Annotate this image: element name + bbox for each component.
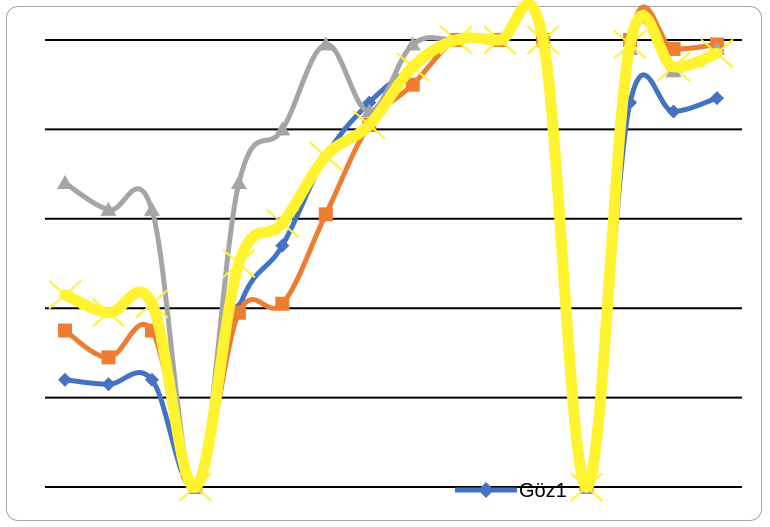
series-3-point-6 xyxy=(274,121,291,136)
series-4-point-12 xyxy=(526,25,560,55)
series-4-point-7 xyxy=(309,141,343,171)
series-3-point-3 xyxy=(143,201,160,216)
series-3-point-1 xyxy=(57,175,73,190)
series-2-point-2 xyxy=(101,350,116,365)
legend-marker-goz1 xyxy=(478,482,494,498)
series-line-4 xyxy=(59,0,723,493)
series-4-point-1 xyxy=(48,280,82,310)
series-2-point-15 xyxy=(666,41,681,56)
gridlines xyxy=(45,39,742,488)
series-4-point-6 xyxy=(265,208,299,239)
series-2-point-5 xyxy=(231,305,246,320)
legend: Göz1 xyxy=(455,480,567,502)
series-1-point-8 xyxy=(362,95,377,110)
series-3-point-5 xyxy=(230,175,247,190)
series-line-2 xyxy=(62,1,720,490)
series-4-point-5 xyxy=(222,248,256,279)
series-4-point-8 xyxy=(352,110,386,140)
series-line-3 xyxy=(62,1,720,490)
legend-label-goz1: Göz1 xyxy=(519,480,567,502)
series-4-point-11 xyxy=(483,25,517,55)
series-3-point-9 xyxy=(404,36,421,51)
series-3-point-7 xyxy=(317,36,334,51)
series-4-point-9 xyxy=(396,52,430,82)
series-1-point-2 xyxy=(101,377,116,392)
series-4 xyxy=(48,0,734,502)
series-4-point-14 xyxy=(613,29,647,60)
series-1-point-16 xyxy=(710,91,724,106)
series-4-point-4 xyxy=(178,472,213,502)
series-4-point-10 xyxy=(439,25,473,55)
series-4-point-2 xyxy=(91,297,126,328)
series-2-point-6 xyxy=(275,296,290,311)
series-1-point-15 xyxy=(666,104,681,119)
series-4-point-13 xyxy=(569,472,604,502)
series-3-point-2 xyxy=(100,201,117,216)
series-4-point-16 xyxy=(700,38,734,69)
series-2-point-7 xyxy=(318,207,333,222)
series-1-point-1 xyxy=(58,372,72,387)
series-2-point-9 xyxy=(405,77,420,92)
series-1-point-6 xyxy=(275,238,290,253)
series-2-point-1 xyxy=(58,323,72,338)
series-4-point-3 xyxy=(135,288,169,319)
series-4-point-15 xyxy=(656,52,691,82)
series-1-point-3 xyxy=(144,372,159,387)
series-layer xyxy=(48,0,734,502)
